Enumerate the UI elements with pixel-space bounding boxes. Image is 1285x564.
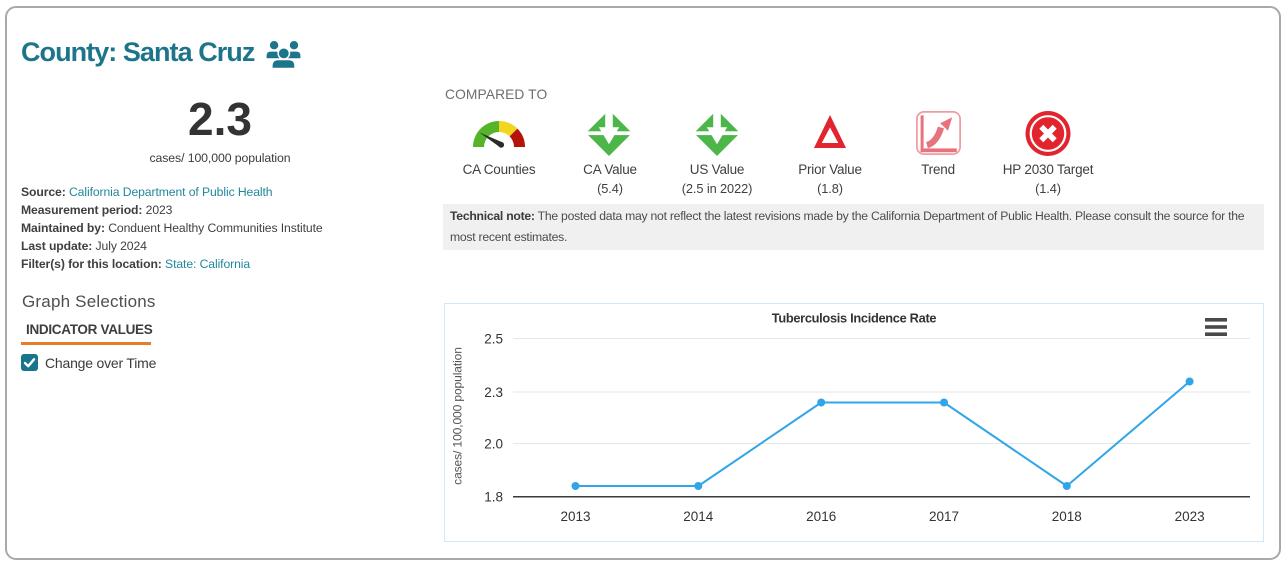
svg-text:2.0: 2.0 [484,436,503,451]
svg-text:cases/ 100,000 population: cases/ 100,000 population [451,347,465,485]
svg-text:2018: 2018 [1052,509,1082,524]
svg-text:2016: 2016 [806,509,836,524]
svg-text:2013: 2013 [560,509,590,524]
svg-text:2014: 2014 [683,509,714,524]
svg-text:Tuberculosis Incidence Rate: Tuberculosis Incidence Rate [772,311,937,326]
svg-text:1.8: 1.8 [484,490,503,505]
svg-text:2.3: 2.3 [484,385,503,400]
svg-text:2.5: 2.5 [484,331,503,346]
svg-text:2023: 2023 [1175,509,1205,524]
svg-text:2017: 2017 [929,509,959,524]
